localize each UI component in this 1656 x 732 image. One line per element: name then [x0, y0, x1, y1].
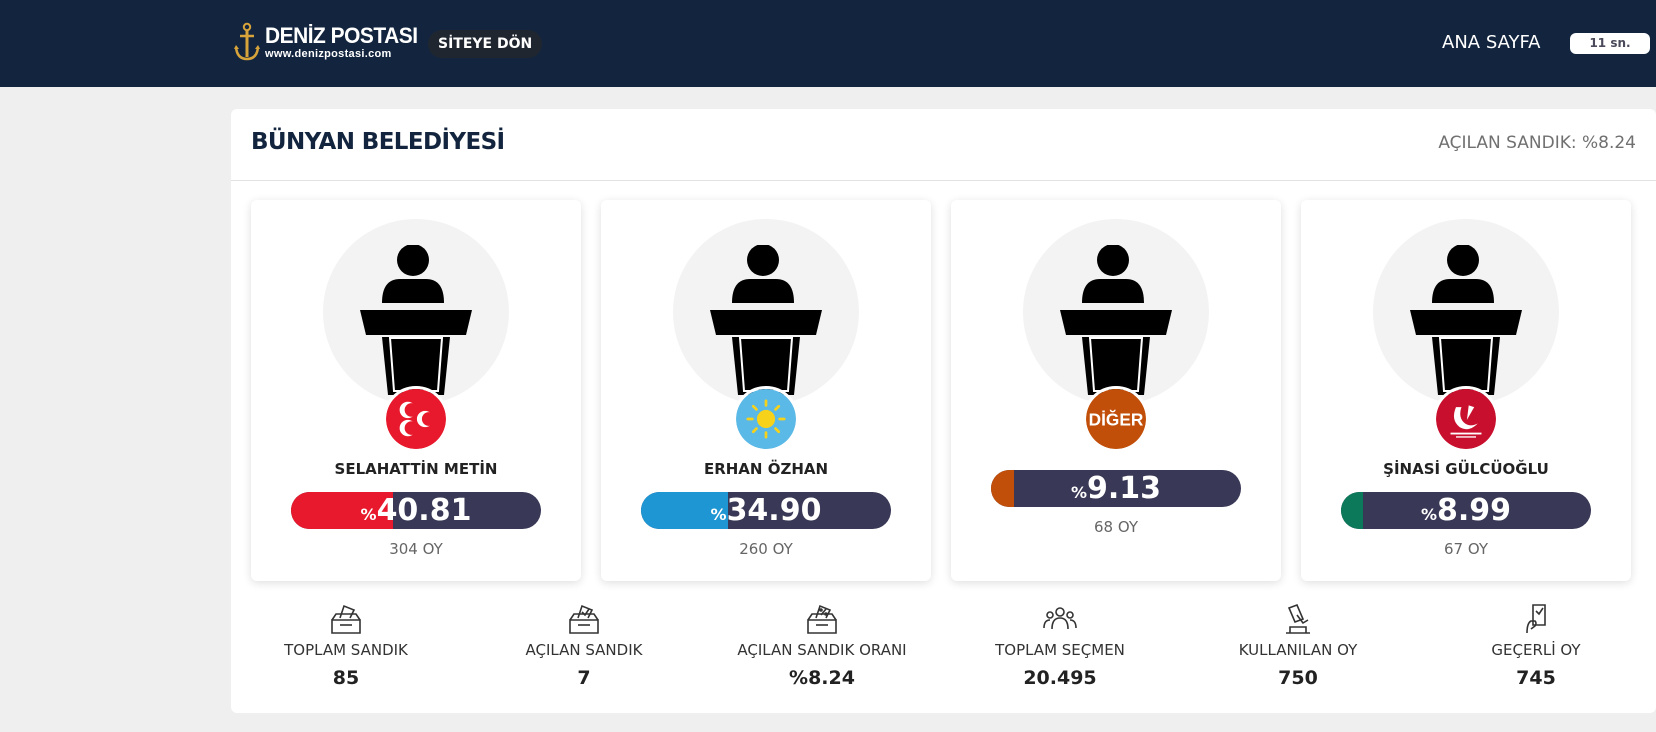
vote-cast-icon	[1286, 603, 1310, 634]
vote-share-fill	[641, 492, 729, 529]
back-to-site-button[interactable]: SİTEYE DÖN	[428, 30, 543, 58]
brand-url: www.denizpostasi.com	[265, 48, 392, 60]
stat-label: KULLANILAN OY	[1238, 641, 1358, 659]
stat-value: 750	[1278, 667, 1318, 689]
stat-value: 85	[332, 667, 360, 689]
site-logo[interactable]: DENİZ POSTASI www.denizpostasi.com	[233, 22, 426, 62]
vote-count: 68 OY	[1093, 518, 1138, 536]
vote-count: 260 OY	[739, 540, 793, 558]
diger-logo: DİĞER	[1083, 386, 1149, 452]
stat-label: TOPLAM SANDIK	[284, 641, 408, 659]
vote-share-bar: %34.90	[641, 492, 891, 529]
mhp-crescents-logo	[383, 386, 449, 452]
stat-total-ballots: TOPLAM SANDIK 85	[256, 603, 436, 689]
stat-valid-votes: GEÇERLİ OY 745	[1446, 603, 1626, 689]
brand-name: DENİZ POSTASI	[265, 23, 418, 48]
party-label: DİĞER	[1089, 409, 1144, 429]
candidate-card: SELAHATTİN METİN %40.81 304 OY	[251, 200, 581, 581]
vote-percent: 8.99	[1437, 493, 1512, 528]
speaker-podium-icon	[1410, 245, 1522, 395]
percent-symbol: %	[710, 505, 727, 524]
iyi-parti-sun-logo	[733, 386, 799, 452]
vote-percent: 34.90	[726, 493, 822, 528]
vote-percent: 40.81	[376, 493, 472, 528]
vote-percent: 9.13	[1087, 471, 1162, 506]
speaker-podium-icon	[710, 245, 822, 395]
opened-ballot-ratio: AÇILAN SANDIK: %8.24	[1438, 133, 1636, 153]
candidate-card: ERHAN ÖZHAN %34.90 260 OY	[601, 200, 931, 581]
home-link[interactable]: ANA SAYFA	[1442, 32, 1541, 53]
stat-total-voters: TOPLAM SEÇMEN 20.495	[970, 603, 1150, 689]
percent-symbol: %	[1420, 505, 1437, 524]
stat-label: TOPLAM SEÇMEN	[995, 641, 1125, 659]
candidate-card: DİĞER %9.13 68 OY	[951, 200, 1281, 581]
stat-label: GEÇERLİ OY	[1491, 641, 1581, 659]
vote-share-bar: %40.81	[291, 492, 541, 529]
anchor-icon	[234, 22, 260, 61]
ballot-percent-icon	[807, 604, 837, 634]
valid-vote-icon	[1526, 604, 1546, 634]
vote-share-fill	[291, 492, 394, 529]
ballot-box-icon	[331, 604, 361, 634]
stat-value: 7	[577, 667, 591, 689]
voters-group-icon	[1043, 607, 1077, 630]
stat-opened-ballots: AÇILAN SANDIK 7	[494, 603, 674, 689]
percent-symbol: %	[1070, 483, 1087, 502]
stat-value: %8.24	[789, 667, 855, 689]
stat-label: AÇILAN SANDIK	[525, 641, 643, 659]
stat-votes-cast: KULLANILAN OY 750	[1208, 603, 1388, 689]
vote-share-fill	[991, 470, 1014, 507]
percent-symbol: %	[360, 505, 377, 524]
speaker-podium-icon	[360, 245, 472, 395]
divider	[231, 180, 1656, 181]
candidate-name: SELAHATTİN METİN	[334, 460, 498, 478]
vote-share-fill	[1341, 492, 1364, 529]
vote-share-bar: %8.99	[1341, 492, 1591, 529]
candidate-card: ŞİNASİ GÜLCÜOĞLU %8.99 67 OY	[1301, 200, 1631, 581]
refresh-countdown: 11 sn.	[1570, 33, 1650, 54]
candidate-name: ŞİNASİ GÜLCÜOĞLU	[1383, 460, 1549, 478]
vote-share-bar: %9.13	[991, 470, 1241, 507]
ballot-check-icon	[569, 604, 599, 634]
stat-value: 745	[1516, 667, 1556, 689]
page-title: BÜNYAN BELEDİYESİ	[251, 129, 505, 155]
vote-count: 304 OY	[389, 540, 443, 558]
candidate-name: ERHAN ÖZHAN	[703, 460, 829, 478]
yeniden-refah-logo	[1433, 386, 1499, 452]
results-panel: BÜNYAN BELEDİYESİ AÇILAN SANDIK: %8.24 S…	[231, 109, 1656, 713]
stat-label: AÇILAN SANDIK ORANI	[737, 641, 907, 659]
speaker-podium-icon	[1060, 245, 1172, 395]
top-navbar: DENİZ POSTASI www.denizpostasi.com SİTEY…	[0, 0, 1656, 87]
stat-value: 20.495	[1023, 667, 1097, 689]
stat-opened-ratio: AÇILAN SANDIK ORANI %8.24	[732, 603, 912, 689]
vote-count: 67 OY	[1443, 540, 1488, 558]
